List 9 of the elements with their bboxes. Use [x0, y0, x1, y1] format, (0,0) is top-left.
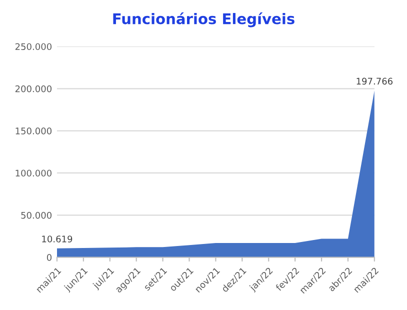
y-tick-label: 250.000	[15, 43, 52, 50]
chart-title: Funcionários Elegíveis	[113, 12, 294, 28]
y-tick-label: 150.000	[16, 128, 52, 134]
data-label: 197.766	[356, 78, 393, 85]
y-tick-label: 200.000	[15, 85, 52, 92]
data-label: 10.619	[42, 236, 72, 242]
y-tick-label: 50.000	[21, 212, 52, 219]
y-tick-label: 0	[46, 254, 52, 261]
y-tick-label: 100.000	[16, 170, 52, 177]
